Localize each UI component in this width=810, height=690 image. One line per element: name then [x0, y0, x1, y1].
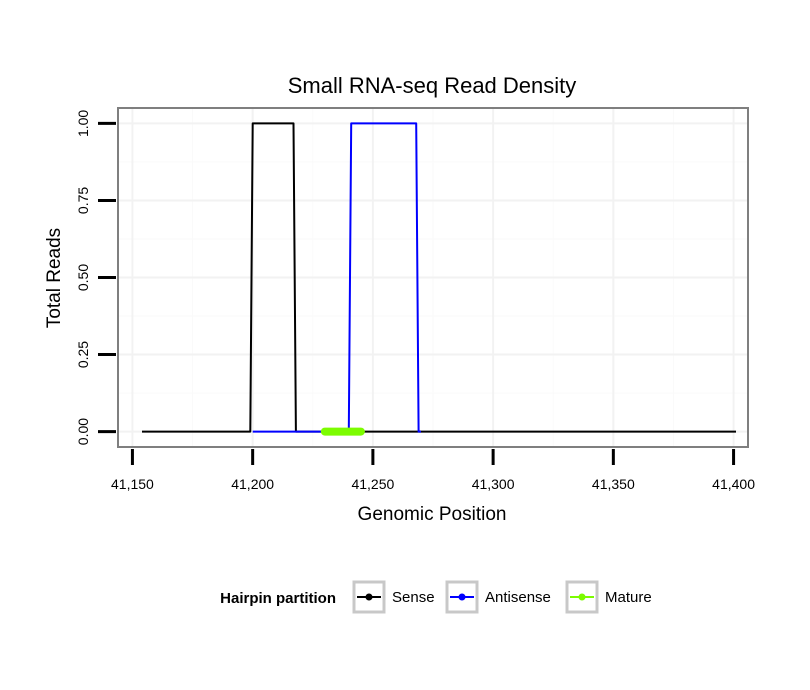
series-line-sense: [142, 122, 736, 433]
legend-items: Sense Antisense Mature: [352, 580, 652, 614]
legend-label: Mature: [605, 589, 652, 606]
legend-title: Hairpin partition: [220, 590, 336, 607]
x-axis: 41,150 41,200 41,250 41,300 41,350 41,400: [111, 449, 755, 492]
y-tick-label: 0.75: [75, 187, 91, 214]
legend-label: Antisense: [485, 589, 551, 606]
series-layer: [142, 122, 736, 436]
y-tick-label: 0.50: [75, 264, 91, 291]
x-tick-label: 41,400: [712, 476, 755, 492]
legend-key-point: [458, 593, 466, 601]
plot-border: [117, 107, 749, 448]
x-axis-title: Genomic Position: [358, 504, 507, 525]
legend-key-point: [365, 593, 373, 601]
y-tick-label: 0.00: [75, 418, 91, 445]
y-tick-label: 1.00: [75, 110, 91, 137]
legend-key-point: [578, 593, 586, 601]
x-tick-label: 41,150: [111, 476, 154, 492]
x-tick-label: 41,250: [351, 476, 394, 492]
y-axis: 0.00 0.25 0.50 0.75 1.00: [75, 110, 116, 445]
x-tick-label: 41,300: [472, 476, 515, 492]
legend-label: Sense: [392, 589, 435, 606]
x-tick-label: 41,200: [231, 476, 274, 492]
legend: Hairpin partition Sense Antisense Mature: [220, 580, 652, 614]
chart-title: Small RNA-seq Read Density: [288, 73, 577, 98]
y-tick-label: 0.25: [75, 341, 91, 368]
y-axis-title: Total Reads: [44, 228, 65, 328]
x-tick-label: 41,350: [592, 476, 635, 492]
